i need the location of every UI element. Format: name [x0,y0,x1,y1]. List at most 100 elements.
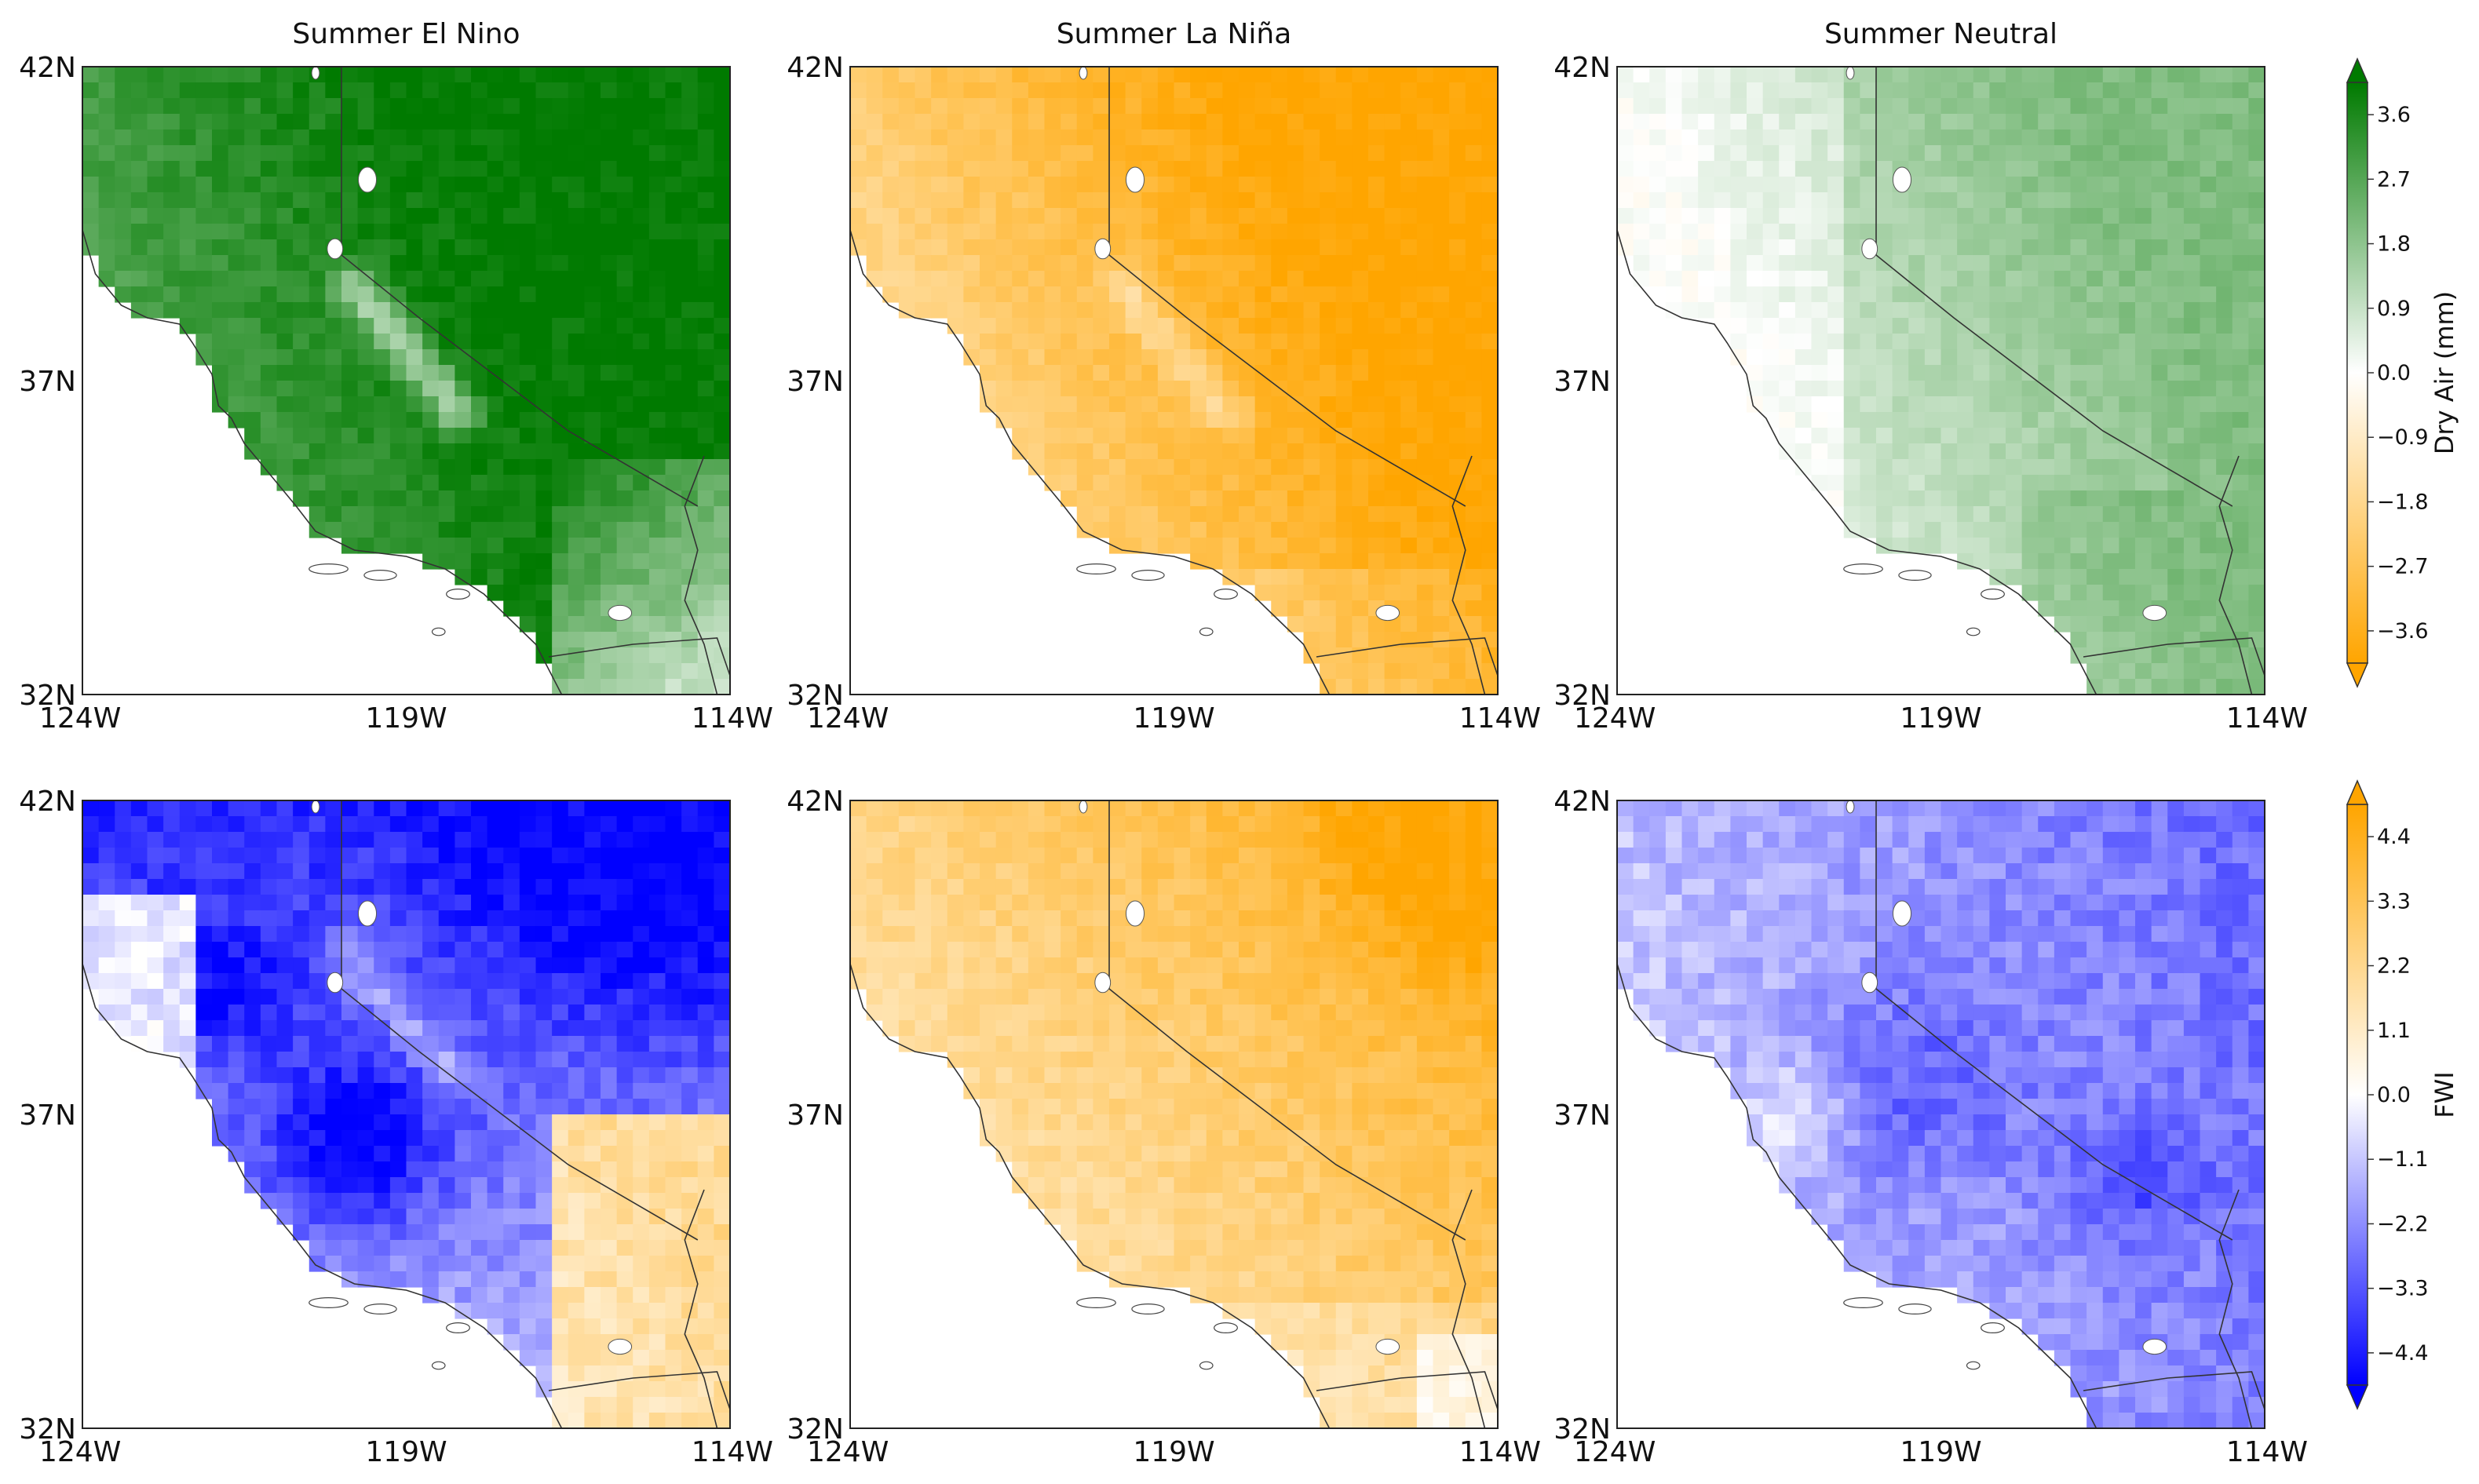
grid-cell [2200,224,2217,240]
grid-cell [1876,192,1893,209]
grid-cell [714,271,730,287]
grid-cell [487,98,504,115]
grid-cell [260,177,278,193]
grid-cell [276,349,294,366]
grid-cell [2070,506,2087,523]
grid-cell [2119,67,2136,83]
grid-cell [535,895,553,911]
grid-cell [601,800,618,817]
grid-cell [568,271,585,287]
grid-cell [1449,161,1466,177]
grid-cell [1924,82,1942,99]
grid-cell [1239,224,1256,240]
grid-cell [2087,208,2104,224]
grid-cell [1633,145,1650,162]
grid-cell [2248,177,2265,193]
grid-cell [714,129,730,146]
grid-cell [552,192,569,209]
grid-cell [633,879,650,895]
grid-cell [244,255,261,272]
grid-cell [519,443,537,460]
grid-cell [601,396,618,413]
grid-cell [633,318,650,334]
grid-cell [212,1036,229,1052]
grid-cell [568,1256,585,1272]
grid-cell [325,412,342,428]
grid-cell [293,192,310,209]
grid-cell [2248,286,2265,303]
grid-cell [1206,538,1223,554]
grid-cell [341,396,359,413]
grid-cell [1028,816,1046,833]
grid-cell [568,67,585,83]
grid-cell [438,271,455,287]
grid-cell [1908,82,1926,99]
grid-cell [455,1099,472,1115]
grid-cell [130,895,148,911]
grid-cell [697,910,714,927]
grid-cell [1908,334,1926,350]
grid-cell [503,942,520,958]
grid-cell [1400,600,1418,617]
grid-cell [2038,145,2055,162]
grid-cell [1794,114,1813,130]
lon-tick-label: 124W [1574,702,1656,735]
grid-cell [325,318,342,334]
grid-cell [1617,177,1634,193]
grid-cell [1012,82,1029,99]
grid-cell [1633,271,1650,287]
grid-cell [115,271,132,287]
grid-cell [2021,98,2039,115]
grid-cell [1012,145,1029,162]
grid-cell [422,208,440,224]
grid-cell [1481,82,1498,99]
grid-cell [471,67,488,83]
grid-cell [1892,271,1909,287]
grid-cell [422,365,440,381]
grid-cell [2135,334,2152,350]
grid-cell [1335,271,1353,287]
grid-cell [947,302,964,319]
grid-cell [963,67,980,83]
grid-cell [552,302,569,319]
grid-cell [568,1397,585,1413]
grid-cell [714,475,730,491]
grid-cell [1271,114,1288,130]
grid-cell [1957,302,1974,319]
grid-cell [471,1161,488,1178]
grid-cell [503,459,520,476]
grid-cell [1174,538,1191,554]
grid-cell [2167,506,2185,523]
grid-cell [1368,129,1386,146]
grid-cell [2232,129,2249,146]
grid-cell [195,816,213,833]
grid-cell [2006,271,2023,287]
grid-cell [995,816,1013,833]
grid-cell [648,1334,666,1351]
grid-cell [115,910,132,927]
grid-cell [2232,475,2249,491]
grid-cell [422,863,440,880]
grid-cell [584,145,601,162]
grid-cell [1481,129,1498,146]
grid-cell [195,957,213,974]
grid-cell [1433,114,1450,130]
grid-cell [1811,302,1828,319]
lat-tick-label: 37N [1553,366,1611,398]
grid-cell [980,255,997,272]
grid-cell [195,208,213,224]
grid-cell [552,1036,569,1052]
grid-cell [697,569,714,585]
grid-cell [179,1052,196,1068]
grid-cell [2200,616,2217,633]
grid-cell [147,863,164,880]
grid-cell [438,848,455,864]
grid-cell [1908,538,1926,554]
grid-cell [2021,585,2039,601]
grid-cell [552,239,569,256]
grid-cell [1762,129,1780,146]
grid-cell [1481,161,1498,177]
grid-cell [487,396,504,413]
grid-cell [163,302,181,319]
grid-cell [1303,334,1320,350]
